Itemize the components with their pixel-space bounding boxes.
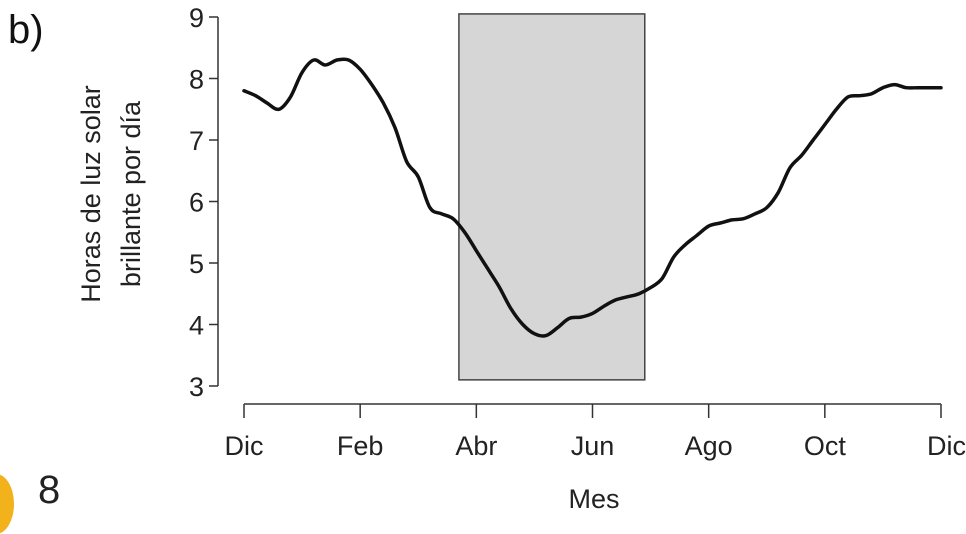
shade-layer <box>458 13 646 381</box>
label-layer: Mes Horas de luz solar brillante por día <box>76 85 620 514</box>
axes-layer: 3 4 5 6 7 8 9 Dic Feb Abr Jun Ago Oct Dic <box>189 3 966 461</box>
x-tick-label: Oct <box>804 431 847 461</box>
y-tick-label: 5 <box>189 249 204 279</box>
sunshine-line-chart: 3 4 5 6 7 8 9 Dic Feb Abr Jun Ago Oct Dic Mes Horas d… <box>76 3 966 514</box>
x-tick-label: Abr <box>455 431 497 461</box>
y-tick-label: 7 <box>189 126 204 156</box>
sunshine-hours-series-line <box>242 57 943 338</box>
x-axis-title: Mes <box>568 484 619 514</box>
y-tick-label: 8 <box>189 65 204 95</box>
x-tick-label: Jun <box>571 431 615 461</box>
y-tick-label: 3 <box>189 372 204 402</box>
x-tick-label: Dic <box>927 431 966 461</box>
page-number: 8 <box>38 468 61 512</box>
y-tick-label: 4 <box>189 311 204 341</box>
x-tick-label: Feb <box>337 431 384 461</box>
panel-label: b) <box>8 8 44 52</box>
x-tick-label: Ago <box>685 431 733 461</box>
shaded-period-rect <box>458 13 646 381</box>
y-tick-label: 6 <box>189 188 204 218</box>
line-layer <box>242 57 943 338</box>
y-tick-label: 9 <box>189 3 204 33</box>
y-axis-title-line-1: Horas de luz solar <box>76 85 106 303</box>
x-tick-label: Dic <box>225 431 264 461</box>
y-axis-title-line-2: brillante por día <box>116 100 146 287</box>
